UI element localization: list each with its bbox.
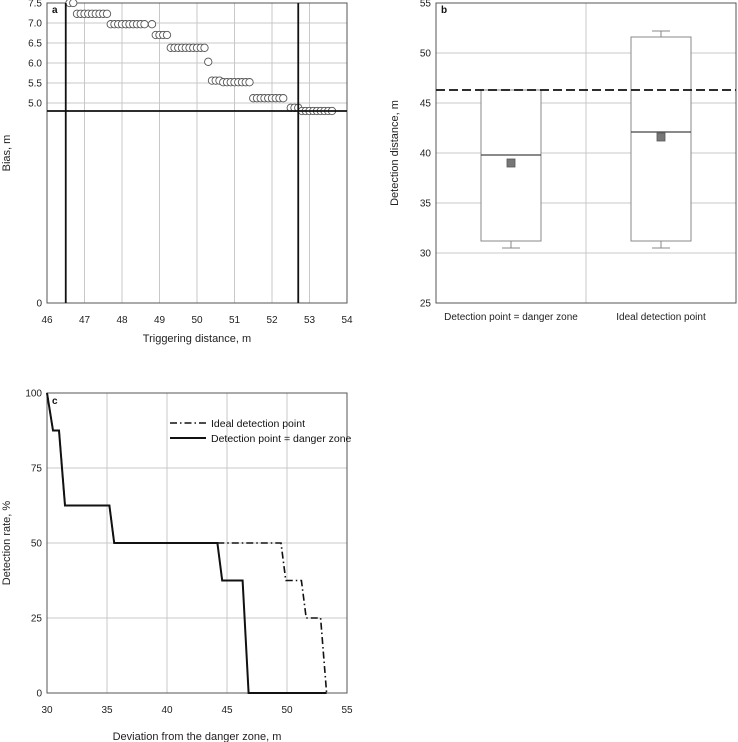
panel-c-frame <box>46 392 348 694</box>
panel-c-ytick: 25 <box>31 614 43 625</box>
panel-c-ytick: 50 <box>31 539 43 550</box>
panel-a-xtick: 52 <box>266 315 278 326</box>
panel-c-legend: Ideal detection point Detection point = … <box>170 418 352 445</box>
panel-a-xtick: 46 <box>41 315 53 326</box>
panel-a-ytick: 0 <box>36 299 42 310</box>
panel-a-point <box>147 20 157 29</box>
panel-b-boxplot: 25 30 35 40 45 50 55 Detection point = danger z… <box>389 0 737 323</box>
panel-c-tag: c <box>52 396 58 407</box>
panel-a-ytick: 6.0 <box>28 59 42 70</box>
panel-c-xtick: 50 <box>281 705 293 716</box>
panel-a-ytick: 7.0 <box>28 19 42 30</box>
panel-a-point <box>162 30 172 40</box>
panel-b-mean-marker <box>656 132 666 142</box>
panel-a-ytick: 7.5 <box>28 0 42 10</box>
panel-a-xlabel: Triggering distance, m <box>143 333 251 345</box>
panel-b-ytick: 50 <box>420 49 432 60</box>
panel-a-ytick: 6.5 <box>28 39 42 50</box>
panel-b-mean-marker <box>506 158 516 168</box>
panel-b-ytick: 40 <box>420 149 432 160</box>
panel-b-ytick: 25 <box>420 299 432 310</box>
panel-a-xtick: 50 <box>191 315 203 326</box>
panel-c-xtick: 30 <box>41 705 53 716</box>
panel-c-xtick: 55 <box>341 705 353 716</box>
panel-b-tag: b <box>441 5 447 16</box>
panel-a-xtick: 48 <box>116 315 128 326</box>
panel-c-xlabel: Deviation from the danger zone, m <box>113 731 282 742</box>
panel-a-xtick: 54 <box>341 315 353 326</box>
panel-c-line: 30 35 40 45 50 55 0 25 50 75 100 c Ideal detection… <box>1 389 353 742</box>
panel-c-ytick: 75 <box>31 464 43 475</box>
panel-c-xtick: 45 <box>221 705 233 716</box>
panel-a-point <box>279 94 288 103</box>
panel-b-ylabel: Detection distance, m <box>389 100 401 206</box>
series-line-danger-zone <box>46 392 327 694</box>
panel-b-ytick: 55 <box>420 0 432 10</box>
panel-a-point <box>204 57 213 66</box>
panel-a-xtick: 49 <box>154 315 166 326</box>
panel-c-ylabel: Detection rate, % <box>1 501 13 586</box>
panel-a-ylabel: Bias, m <box>1 135 13 172</box>
panel-b-frame <box>435 2 737 304</box>
panel-c-ytick: 100 <box>25 389 42 400</box>
panel-a-frame <box>46 2 348 304</box>
panel-b-ytick: 30 <box>420 249 432 260</box>
panel-a-xtick: 47 <box>79 315 91 326</box>
panel-a-point <box>69 0 78 8</box>
panel-b-ytick: 45 <box>420 99 432 110</box>
panel-c-xtick: 40 <box>161 705 173 716</box>
panel-a-point <box>140 20 149 29</box>
panel-c-xtick: 35 <box>101 705 113 716</box>
panel-a-xtick: 51 <box>229 315 241 326</box>
panel-a-point <box>245 78 254 87</box>
panel-b-ytick: 35 <box>420 199 432 210</box>
legend-label-danger: Detection point = danger zone <box>211 433 352 445</box>
panel-a-ytick: 5.0 <box>28 99 42 110</box>
panel-b-category-label: Ideal detection point <box>616 312 706 323</box>
panel-a-point <box>102 9 112 18</box>
panel-b-category-label: Detection point = danger zone <box>444 312 578 323</box>
panel-c-ytick: 0 <box>36 689 42 700</box>
panel-a-ytick: 5.5 <box>28 79 42 90</box>
panel-a-tag: a <box>52 5 58 16</box>
panel-a-xtick: 53 <box>304 315 316 326</box>
panel-a-point <box>200 43 209 52</box>
legend-label-ideal: Ideal detection point <box>211 418 305 430</box>
